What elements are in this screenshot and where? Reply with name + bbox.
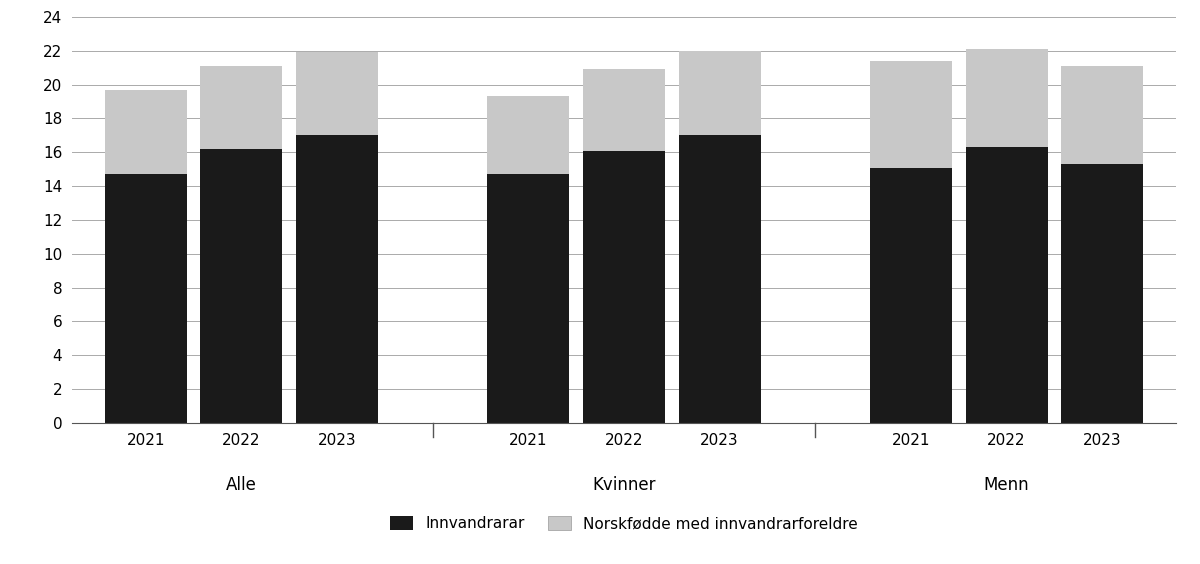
Bar <box>1061 164 1144 423</box>
Bar <box>870 168 952 423</box>
Bar <box>296 135 378 423</box>
Bar <box>200 66 282 149</box>
Bar <box>296 52 378 135</box>
Bar <box>487 96 569 174</box>
Bar <box>200 149 282 423</box>
Bar <box>104 174 187 423</box>
Bar <box>966 147 1048 423</box>
Bar <box>679 51 761 135</box>
Bar <box>679 135 761 423</box>
Bar <box>1061 66 1144 164</box>
Bar <box>583 69 665 151</box>
Bar <box>583 151 665 423</box>
Bar <box>104 90 187 174</box>
Bar <box>966 49 1048 147</box>
Legend: Innvandrarar, Norskfødde med innvandrarforeldre: Innvandrarar, Norskfødde med innvandrarf… <box>384 510 864 537</box>
Bar <box>487 174 569 423</box>
Text: Menn: Menn <box>984 476 1030 494</box>
Bar <box>870 61 952 168</box>
Text: Kvinner: Kvinner <box>593 476 655 494</box>
Text: Alle: Alle <box>226 476 257 494</box>
